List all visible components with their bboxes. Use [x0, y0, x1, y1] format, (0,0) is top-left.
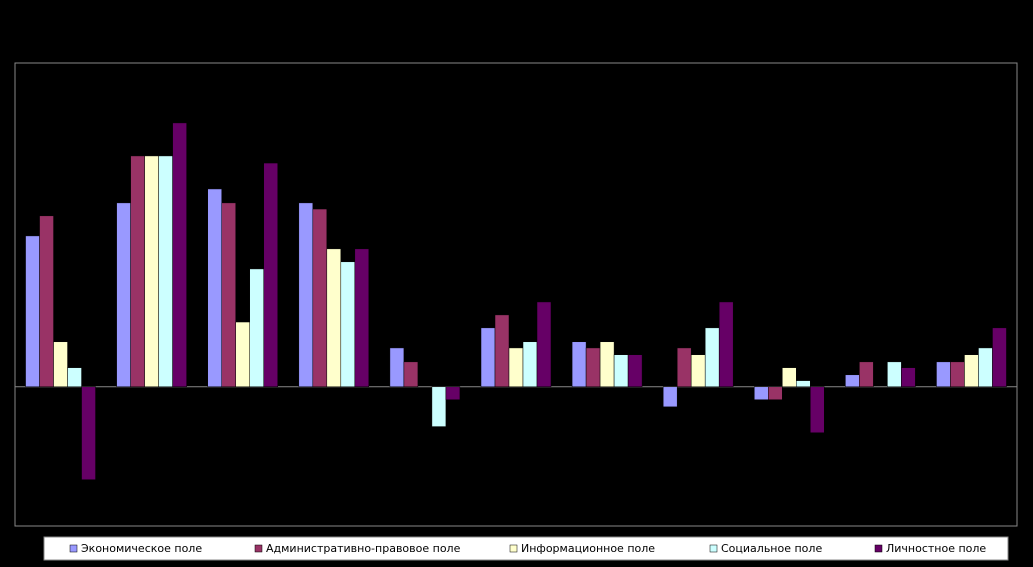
bar [480, 327, 496, 388]
bar [676, 347, 692, 388]
legend-swatch [709, 544, 718, 553]
bar [494, 314, 510, 388]
bar [536, 301, 552, 388]
bar [130, 155, 145, 388]
bar [116, 202, 131, 388]
legend-swatch [509, 544, 518, 553]
bar [431, 386, 447, 427]
bar [810, 386, 825, 434]
bar [627, 354, 643, 388]
legend-label: Административно-правовое поле [266, 542, 461, 555]
bar [599, 341, 615, 388]
bar [263, 162, 278, 388]
bar [964, 354, 979, 388]
bar [235, 321, 250, 388]
bar [389, 347, 405, 388]
legend-swatch [254, 544, 263, 553]
legend-label: Социальное поле [721, 542, 822, 555]
bar [67, 367, 82, 388]
bar [662, 386, 678, 408]
bar [936, 361, 951, 388]
bar [326, 248, 342, 388]
bar [53, 341, 68, 388]
bar [992, 327, 1007, 388]
bar [144, 155, 159, 388]
legend-swatch [874, 544, 883, 553]
bar [207, 188, 222, 388]
bar [782, 367, 797, 388]
bar [340, 261, 356, 388]
bar [571, 341, 587, 388]
bar [172, 122, 187, 388]
bar [887, 361, 902, 388]
bar [298, 202, 314, 388]
legend [43, 536, 1009, 561]
bar [158, 155, 173, 388]
bar [354, 248, 370, 388]
bar [796, 380, 811, 388]
bar [508, 347, 524, 388]
bar [754, 386, 769, 400]
legend-label: Экономическое поле [81, 542, 202, 555]
bar [901, 367, 916, 388]
bar [613, 354, 629, 388]
legend-label: Информационное поле [521, 542, 655, 555]
bar [403, 361, 419, 388]
bar [718, 301, 734, 388]
bar [249, 268, 264, 388]
bar [859, 361, 874, 388]
bar [845, 374, 860, 388]
bar [768, 386, 783, 400]
bar [522, 341, 538, 388]
bar [445, 386, 461, 400]
bar [312, 208, 328, 388]
bar [39, 215, 54, 388]
legend-label: Личностное поле [886, 542, 986, 555]
bar [81, 386, 96, 480]
bar [704, 327, 720, 388]
legend-swatch [69, 544, 78, 553]
bar [950, 361, 965, 388]
bar [978, 347, 993, 388]
bar [221, 202, 236, 388]
bar [25, 235, 40, 388]
bar [690, 354, 706, 388]
bar [585, 347, 601, 388]
